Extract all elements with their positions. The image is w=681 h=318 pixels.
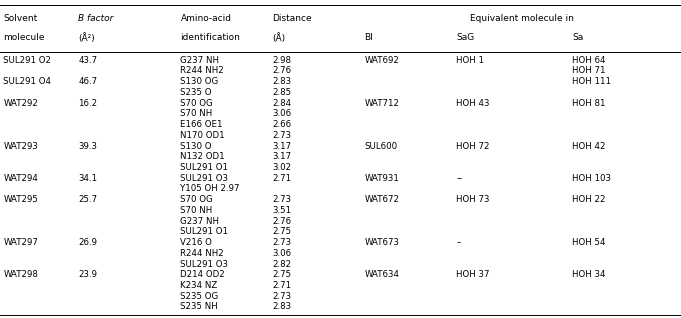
Text: HOH 111: HOH 111 xyxy=(572,77,611,86)
Text: WAT931: WAT931 xyxy=(364,174,399,183)
Text: 3.17: 3.17 xyxy=(272,152,291,161)
Text: S70 OG: S70 OG xyxy=(180,99,213,107)
Text: HOH 81: HOH 81 xyxy=(572,99,605,107)
Text: Equivalent molecule in: Equivalent molecule in xyxy=(470,14,574,23)
Text: S130 OG: S130 OG xyxy=(180,77,219,86)
Text: (Å²): (Å²) xyxy=(78,33,95,43)
Text: Sa: Sa xyxy=(572,33,584,42)
Text: Bl: Bl xyxy=(364,33,373,42)
Text: WAT672: WAT672 xyxy=(364,195,399,204)
Text: –: – xyxy=(456,238,460,247)
Text: 25.7: 25.7 xyxy=(78,195,97,204)
Text: 2.75: 2.75 xyxy=(272,227,291,236)
Text: 3.06: 3.06 xyxy=(272,249,291,258)
Text: SUL291 O2: SUL291 O2 xyxy=(3,56,51,65)
Text: molecule: molecule xyxy=(3,33,45,42)
Text: 39.3: 39.3 xyxy=(78,142,97,150)
Text: 2.83: 2.83 xyxy=(272,302,291,312)
Text: 2.73: 2.73 xyxy=(272,131,291,140)
Text: HOH 37: HOH 37 xyxy=(456,270,490,279)
Text: SUL291 O1: SUL291 O1 xyxy=(180,163,228,172)
Text: N132 OD1: N132 OD1 xyxy=(180,152,225,161)
Text: S70 NH: S70 NH xyxy=(180,109,212,118)
Text: K234 NZ: K234 NZ xyxy=(180,281,218,290)
Text: WAT293: WAT293 xyxy=(3,142,38,150)
Text: 46.7: 46.7 xyxy=(78,77,97,86)
Text: WAT295: WAT295 xyxy=(3,195,38,204)
Text: SUL291 O1: SUL291 O1 xyxy=(180,227,228,236)
Text: N170 OD1: N170 OD1 xyxy=(180,131,225,140)
Text: SUL291 O4: SUL291 O4 xyxy=(3,77,51,86)
Text: G237 NH: G237 NH xyxy=(180,217,219,226)
Text: 3.02: 3.02 xyxy=(272,163,291,172)
Text: SUL600: SUL600 xyxy=(364,142,398,150)
Text: 2.85: 2.85 xyxy=(272,88,291,97)
Text: SUL291 O3: SUL291 O3 xyxy=(180,174,228,183)
Text: WAT673: WAT673 xyxy=(364,238,399,247)
Text: 43.7: 43.7 xyxy=(78,56,97,65)
Text: HOH 103: HOH 103 xyxy=(572,174,611,183)
Text: HOH 54: HOH 54 xyxy=(572,238,605,247)
Text: 16.2: 16.2 xyxy=(78,99,97,107)
Text: 2.75: 2.75 xyxy=(272,270,291,279)
Text: 2.73: 2.73 xyxy=(272,292,291,301)
Text: identification: identification xyxy=(180,33,240,42)
Text: 2.76: 2.76 xyxy=(272,217,291,226)
Text: 34.1: 34.1 xyxy=(78,174,97,183)
Text: HOH 34: HOH 34 xyxy=(572,270,605,279)
Text: (Å): (Å) xyxy=(272,33,285,43)
Text: HOH 64: HOH 64 xyxy=(572,56,605,65)
Text: G237 NH: G237 NH xyxy=(180,56,219,65)
Text: 26.9: 26.9 xyxy=(78,238,97,247)
Text: WAT292: WAT292 xyxy=(3,99,38,107)
Text: Y105 OH 2.97: Y105 OH 2.97 xyxy=(180,184,240,193)
Text: WAT634: WAT634 xyxy=(364,270,399,279)
Text: 2.84: 2.84 xyxy=(272,99,291,107)
Text: SUL291 O3: SUL291 O3 xyxy=(180,259,228,269)
Text: 2.73: 2.73 xyxy=(272,195,291,204)
Text: HOH 42: HOH 42 xyxy=(572,142,605,150)
Text: V216 O: V216 O xyxy=(180,238,212,247)
Text: HOH 22: HOH 22 xyxy=(572,195,605,204)
Text: WAT298: WAT298 xyxy=(3,270,38,279)
Text: 2.83: 2.83 xyxy=(272,77,291,86)
Text: S70 OG: S70 OG xyxy=(180,195,213,204)
Text: B factor: B factor xyxy=(78,14,114,23)
Text: Amino-acid: Amino-acid xyxy=(180,14,232,23)
Text: S235 NH: S235 NH xyxy=(180,302,218,312)
Text: WAT297: WAT297 xyxy=(3,238,38,247)
Text: 3.17: 3.17 xyxy=(272,142,291,150)
Text: HOH 71: HOH 71 xyxy=(572,66,605,75)
Text: WAT712: WAT712 xyxy=(364,99,399,107)
Text: 23.9: 23.9 xyxy=(78,270,97,279)
Text: R244 NH2: R244 NH2 xyxy=(180,249,224,258)
Text: S235 O: S235 O xyxy=(180,88,212,97)
Text: 3.06: 3.06 xyxy=(272,109,291,118)
Text: WAT692: WAT692 xyxy=(364,56,399,65)
Text: Solvent: Solvent xyxy=(3,14,37,23)
Text: S70 NH: S70 NH xyxy=(180,206,212,215)
Text: R244 NH2: R244 NH2 xyxy=(180,66,224,75)
Text: E166 OE1: E166 OE1 xyxy=(180,120,223,129)
Text: HOH 73: HOH 73 xyxy=(456,195,490,204)
Text: 2.73: 2.73 xyxy=(272,238,291,247)
Text: 2.71: 2.71 xyxy=(272,281,291,290)
Text: 2.82: 2.82 xyxy=(272,259,291,269)
Text: 2.71: 2.71 xyxy=(272,174,291,183)
Text: 2.66: 2.66 xyxy=(272,120,291,129)
Text: S130 O: S130 O xyxy=(180,142,212,150)
Text: --: -- xyxy=(456,174,462,183)
Text: S235 OG: S235 OG xyxy=(180,292,219,301)
Text: 2.76: 2.76 xyxy=(272,66,291,75)
Text: HOH 43: HOH 43 xyxy=(456,99,490,107)
Text: D214 OD2: D214 OD2 xyxy=(180,270,225,279)
Text: HOH 72: HOH 72 xyxy=(456,142,490,150)
Text: HOH 1: HOH 1 xyxy=(456,56,484,65)
Text: SaG: SaG xyxy=(456,33,475,42)
Text: 3.51: 3.51 xyxy=(272,206,291,215)
Text: Distance: Distance xyxy=(272,14,312,23)
Text: WAT294: WAT294 xyxy=(3,174,38,183)
Text: 2.98: 2.98 xyxy=(272,56,291,65)
